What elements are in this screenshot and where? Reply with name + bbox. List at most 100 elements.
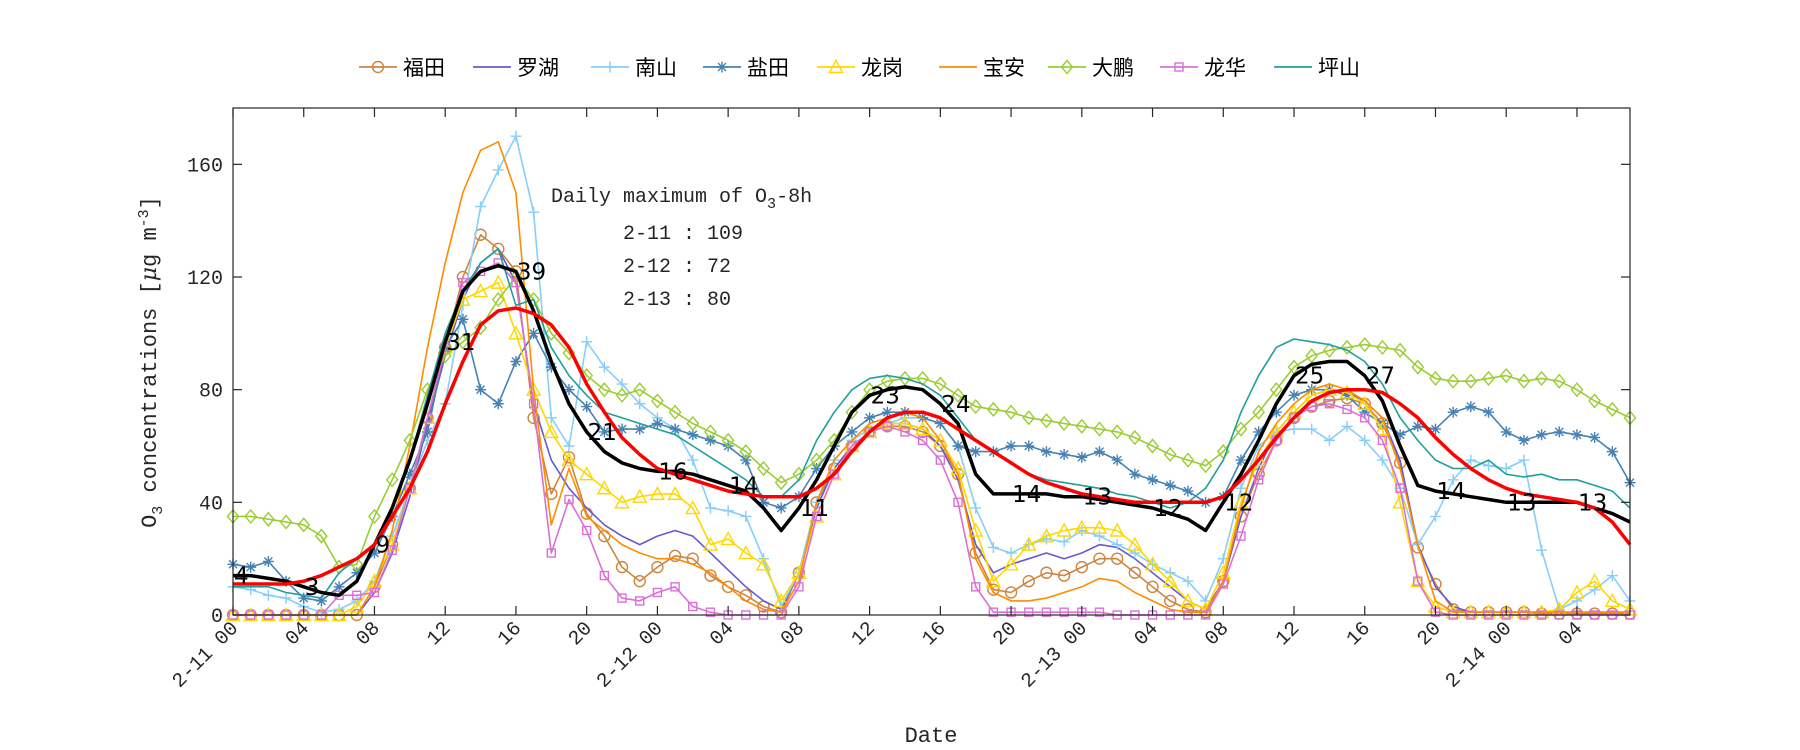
square-marker [1236, 531, 1246, 541]
star-marker [1005, 440, 1017, 452]
plus-marker [545, 412, 557, 424]
point-label: 3 [305, 575, 320, 601]
triangle-marker [1410, 573, 1426, 588]
series-line [232, 318, 1631, 602]
diamond-marker [1588, 393, 1602, 409]
star-marker [1571, 429, 1583, 441]
star-marker [1518, 434, 1530, 446]
legend-item-大鹏: 大鹏 [1048, 56, 1134, 80]
star-marker [1589, 432, 1601, 444]
plus-marker [1164, 567, 1176, 579]
star-marker [740, 454, 752, 466]
series-宝安 [233, 141, 1630, 616]
star-marker [510, 356, 522, 367]
legend-label: 大鹏 [1092, 56, 1134, 80]
circle-marker [1022, 575, 1035, 588]
circle-marker [1164, 594, 1177, 608]
diamond-marker [1376, 339, 1389, 356]
plus-marker [1518, 454, 1530, 466]
x-tick-label: 20 [564, 618, 597, 651]
plus-marker [1500, 463, 1512, 475]
x-tick-label: 12 [1272, 618, 1305, 651]
square-marker [1342, 404, 1352, 415]
diamond-marker [597, 382, 611, 398]
circle-marker [615, 560, 629, 574]
circle-marker [492, 242, 505, 256]
triangle-marker [702, 536, 719, 551]
series-line [233, 262, 1630, 616]
plus-marker [598, 361, 610, 373]
x-tick-label: 16 [494, 618, 527, 651]
diamond-marker [297, 517, 311, 533]
star-marker [1606, 446, 1618, 458]
plus-marker [1288, 423, 1300, 435]
diamond-marker [1305, 348, 1319, 364]
star-marker [864, 412, 876, 424]
star-marker [245, 561, 257, 573]
diamond-marker [1057, 415, 1071, 432]
diamond-marker [1252, 404, 1266, 420]
series-line [233, 263, 1631, 598]
diamond-marker [385, 472, 399, 488]
triangle-marker [720, 530, 736, 546]
star-marker [1394, 429, 1406, 441]
diamond-marker [1060, 59, 1074, 75]
square-marker [953, 497, 963, 508]
star-marker [315, 595, 327, 607]
diamond-marker [244, 508, 258, 525]
square-marker [652, 587, 663, 598]
square-marker [352, 590, 362, 600]
plus-marker [722, 505, 734, 517]
plus-marker [1129, 547, 1141, 559]
plus-marker [510, 130, 522, 142]
triangle-marker [472, 283, 489, 298]
square-marker [1218, 579, 1228, 589]
diamond-marker [403, 432, 417, 448]
plot-frame [232, 107, 1631, 616]
point-label: 14 [1436, 479, 1465, 505]
series-line [233, 281, 1631, 616]
point-label: 23 [871, 383, 900, 409]
plus-marker [1323, 434, 1335, 446]
x-axis-label: Date [905, 724, 958, 749]
plus-marker [704, 502, 716, 514]
x-tick-label: 2-13 00 [1017, 618, 1093, 694]
diamond-marker [933, 376, 947, 392]
star-marker [952, 440, 964, 452]
diamond-marker [1570, 382, 1584, 398]
y-tick-label: 80 [199, 381, 223, 404]
star-marker [775, 502, 787, 514]
series-line [232, 135, 1631, 614]
plus-marker [1376, 454, 1388, 466]
triangle-marker [649, 485, 666, 501]
triangle-marker [632, 488, 648, 503]
square-marker [387, 545, 397, 555]
x-tick-label: 08 [1201, 618, 1234, 651]
triangle-marker [561, 452, 577, 467]
plus-marker [1341, 420, 1353, 432]
diamond-marker [1322, 342, 1336, 358]
diamond-marker [686, 415, 700, 432]
triangle-marker [1569, 584, 1585, 599]
circle-marker [633, 575, 646, 588]
point-label: 13 [1578, 490, 1607, 516]
triangle-marker [1021, 536, 1037, 551]
x-tick-label: 16 [1342, 618, 1375, 651]
series-罗湖 [233, 248, 1630, 616]
square-marker [811, 511, 822, 522]
square-marker [1324, 399, 1335, 409]
star-marker [422, 426, 434, 438]
star-marker [758, 496, 770, 508]
legend-item-龙华: 龙华 [1160, 56, 1246, 80]
star-marker [1341, 389, 1353, 401]
point-label: 21 [588, 420, 617, 446]
series-line [233, 306, 1632, 586]
plus-marker [1306, 423, 1318, 435]
legend-item-宝安: 宝安 [939, 56, 1025, 80]
star-marker [1147, 474, 1159, 486]
star-marker [1164, 479, 1176, 491]
plus-marker [740, 510, 752, 522]
point-label: 13 [1083, 485, 1112, 511]
plus-marker [687, 454, 699, 466]
annotation-title: Daily maximum of O3-8h [551, 186, 812, 213]
